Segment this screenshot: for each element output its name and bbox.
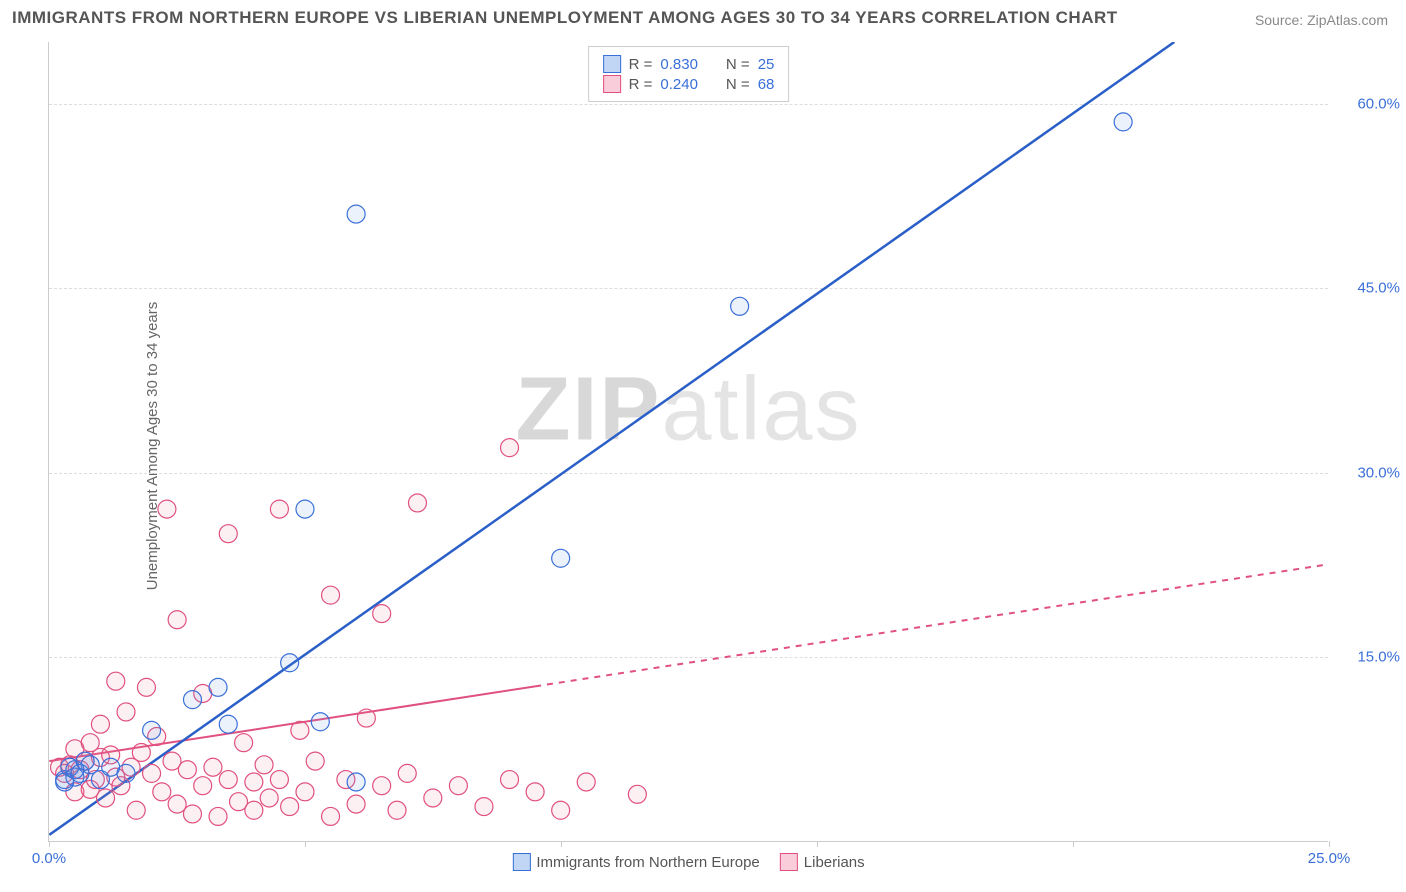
chart-container: IMMIGRANTS FROM NORTHERN EUROPE VS LIBER… — [0, 0, 1406, 892]
scatter-svg — [49, 42, 1328, 841]
pink-point — [235, 734, 253, 752]
blue-point — [183, 691, 201, 709]
pink-point — [577, 773, 595, 791]
blue-point — [731, 297, 749, 315]
pink-point — [373, 605, 391, 623]
pink-point — [132, 744, 150, 762]
pink-point — [168, 611, 186, 629]
blue-point — [117, 764, 135, 782]
pink-point — [91, 715, 109, 733]
pink-point — [143, 764, 161, 782]
swatch-pink-icon — [780, 853, 798, 871]
pink-point — [526, 783, 544, 801]
blue-point — [281, 654, 299, 672]
pink-point — [475, 798, 493, 816]
pink-point — [219, 771, 237, 789]
y-tick-label: 45.0% — [1357, 280, 1400, 297]
blue-point — [143, 721, 161, 739]
x-tick-label: 0.0% — [32, 850, 66, 867]
legend-row-pink: R = 0.240 N = 68 — [603, 75, 775, 93]
plot-area: ZIPatlas R = 0.830 N = 25 R = 0.240 N = … — [48, 42, 1328, 842]
pink-point — [137, 678, 155, 696]
pink-point — [117, 703, 135, 721]
blue-point — [552, 549, 570, 567]
y-tick-label: 60.0% — [1357, 95, 1400, 112]
pink-point — [219, 525, 237, 543]
pink-point — [322, 586, 340, 604]
pink-point — [260, 789, 278, 807]
blue-point — [311, 713, 329, 731]
blue-point — [219, 715, 237, 733]
pink-point — [281, 798, 299, 816]
chart-title: IMMIGRANTS FROM NORTHERN EUROPE VS LIBER… — [12, 8, 1118, 28]
pink-point — [501, 439, 519, 457]
legend-item-blue: Immigrants from Northern Europe — [512, 853, 759, 871]
pink-point — [97, 789, 115, 807]
pink-point — [245, 773, 263, 791]
pink-point — [357, 709, 375, 727]
pink-point — [306, 752, 324, 770]
pink-point — [204, 758, 222, 776]
pink-point — [501, 771, 519, 789]
pink-point — [270, 500, 288, 518]
pink-point — [127, 801, 145, 819]
blue-point — [296, 500, 314, 518]
pink-point — [194, 777, 212, 795]
blue-point — [347, 773, 365, 791]
legend-row-blue: R = 0.830 N = 25 — [603, 55, 775, 73]
swatch-blue-icon — [603, 55, 621, 73]
pink-point — [178, 761, 196, 779]
y-tick-label: 30.0% — [1357, 464, 1400, 481]
pink-point — [408, 494, 426, 512]
pink-point — [107, 672, 125, 690]
pink-point — [255, 756, 273, 774]
pink-point — [296, 783, 314, 801]
pink-point — [398, 764, 416, 782]
pink-point — [388, 801, 406, 819]
pink-point — [449, 777, 467, 795]
pink-point — [158, 500, 176, 518]
x-tick-label: 25.0% — [1308, 850, 1351, 867]
series-legend: Immigrants from Northern Europe Liberian… — [512, 853, 864, 871]
pink-point — [347, 795, 365, 813]
pink-point — [628, 785, 646, 803]
swatch-pink-icon — [603, 75, 621, 93]
pink-point — [168, 795, 186, 813]
y-tick-label: 15.0% — [1357, 649, 1400, 666]
swatch-blue-icon — [512, 853, 530, 871]
blue-point — [347, 205, 365, 223]
blue-point — [209, 678, 227, 696]
pink-point — [209, 807, 227, 825]
source-label: Source: ZipAtlas.com — [1255, 12, 1388, 28]
pink-point — [291, 721, 309, 739]
correlation-legend: R = 0.830 N = 25 R = 0.240 N = 68 — [588, 46, 790, 102]
pink-point — [552, 801, 570, 819]
pink-point — [153, 783, 171, 801]
pink-point — [245, 801, 263, 819]
pink-point — [270, 771, 288, 789]
pink-point — [183, 805, 201, 823]
legend-item-pink: Liberians — [780, 853, 865, 871]
blue-point — [1114, 113, 1132, 131]
pink-point — [424, 789, 442, 807]
pink-point — [373, 777, 391, 795]
pink-point — [322, 807, 340, 825]
blue-point — [76, 752, 94, 770]
